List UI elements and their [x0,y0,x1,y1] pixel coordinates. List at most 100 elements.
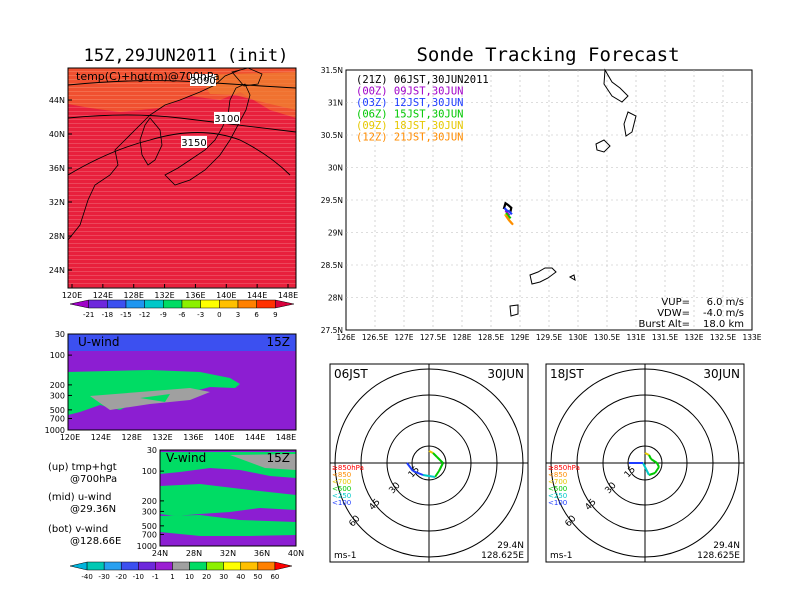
hodograph-trace [422,474,436,478]
colorbar-label: 9 [273,311,277,319]
level-label: 200 [142,497,157,506]
wind-colorbar-label: -10 [133,573,144,581]
map-label: temp(C)+hgt(m)@700hPa [76,70,220,83]
island-amami [529,267,557,285]
lon-tick-label: 129E [510,333,529,342]
track-legend-entry: (06Z) 15JST,30JUN [356,109,463,121]
hodograph-trace [648,472,656,476]
contour-line-3 [67,132,291,176]
level-legend-entry: <850 [332,471,351,479]
hodograph-lon: 128.625E [481,551,524,561]
hodograph-lat: 29.4N [713,541,740,551]
lat-tick-label: 32N [220,549,236,558]
colorbar-swatch [237,299,257,309]
note-up-title: (up) tmp+hgt [48,462,117,473]
track-legend-entry: (03Z) 12JST,30JUN [356,97,463,109]
colorbar-swatch [200,299,220,309]
lon-tick-label: 128E [124,291,144,300]
wind-colorbar-swatch [155,561,173,571]
wind-colorbar-label: 30 [219,573,228,581]
lon-tick-label: 133E [742,333,761,342]
level-label: 300 [142,507,157,516]
lon-tick-label: 124E [91,433,111,442]
u-wind-panel: U-wind 15Z [67,333,297,431]
lon-tick-label: 132.5E [710,333,736,342]
lat-tick-label: 24N [152,549,168,558]
island-small [568,274,576,282]
lat-tick-label: 36N [254,549,270,558]
level-legend-entry: <850 [548,471,567,479]
wind-colorbar-label: 10 [185,573,194,581]
level-label: 700 [142,530,157,539]
hodograph-unit: ms-1 [334,551,356,561]
level-legend-entry: <100 [548,499,567,507]
lat-tick-label: 28N [49,232,65,241]
contour-label-3150: 3150 [181,138,206,149]
colorbar-swatch [88,299,108,309]
v-wind-label: V-wind [166,451,206,465]
wind-colorbar-swatch [138,561,156,571]
temperature-map: 3090 3100 3150 temp(C)+hgt(m)@700hPa [67,67,297,289]
lon-tick-label: 120E [62,291,82,300]
note-mid-sub: @29.36N [70,504,116,515]
lat-tick-label: 30.5N [321,131,343,140]
level-label: 500 [142,522,157,531]
island-tanegashima [623,111,637,137]
hodograph-06jst: 1530456006JST30JUN≥850hPa<850<700<500<25… [329,363,529,563]
level-legend-entry: <500 [332,485,351,493]
track-series [502,201,514,226]
right-title: Sonde Tracking Forecast [416,44,679,66]
colorbar-swatch [107,299,127,309]
wind-colorbar-label: -30 [98,573,109,581]
param-label: VDW= [657,308,690,319]
colorbar-swatch [163,299,183,309]
wind-colorbar-swatch [172,561,190,571]
lon-tick-label: 131.5E [652,333,678,342]
hodograph-date: 30JUN [487,367,524,381]
hodograph-trace [436,456,444,464]
note-mid-title: (mid) u-wind [48,492,111,503]
contour-line-2 [67,114,297,133]
level-label: 1000 [137,542,157,551]
u-wind-label: U-wind [78,335,119,349]
wind-colorbar-label: -1 [152,573,159,581]
left-title: 15Z,29JUN2011 (init) [84,46,289,66]
note-up-sub: @700hPa [70,474,117,485]
contour-label-3090: 3090 [190,76,215,87]
wind-colorbar: -40 -30 -20 -10 -1 1 10 20 30 40 50 60 [69,561,293,581]
tracking-map: (21Z) 06JST,30JUN2011(00Z) 09JST,30JUN(0… [345,68,753,331]
lat-tick-label: 28.5N [321,261,343,270]
coastline-asia [67,69,241,241]
lon-tick-label: 140E [214,433,234,442]
v-wind-time: 15Z [267,451,291,465]
wind-colorbar-swatch [257,561,276,571]
lat-tick-label: 36N [49,164,65,173]
v-wind-panel: V-wind 15Z [159,449,297,547]
level-legend-entry: <700 [548,478,567,486]
hodograph-trace [434,470,440,478]
panel-notes: (up) tmp+hgt @700hPa (mid) u-wind @29.36… [48,462,121,547]
track-legend-entry: (21Z) 06JST,30JUN2011 [356,74,489,86]
hodograph-trace [648,454,652,460]
lat-tick-label: 28N [328,294,343,303]
colorbar-swatch [69,299,89,309]
wind-colorbar-label: -40 [81,573,92,581]
wind-colorbar-swatch [223,561,242,571]
lon-tick-label: 128E [122,433,142,442]
wind-colorbar-swatch [274,561,293,571]
tracking-axes: 126E 126.5E 127E 127.5E 128E 128.5E 129E 129.5E… [321,66,762,342]
lon-tick-label: 132E [684,333,703,342]
lat-tick-label: 30N [328,164,343,173]
lon-tick-label: 128.5E [478,333,504,342]
level-label: 300 [50,391,65,400]
level-label: 30 [55,330,65,339]
lon-tick-label: 144E [247,291,267,300]
lon-tick-label: 128E [452,333,471,342]
hodograph-lat: 29.4N [497,541,524,551]
param-label: Burst Alt= [638,319,690,330]
u-wind-time: 15Z [267,335,291,349]
coastline-hokkaido [231,67,263,87]
note-bot-title: (bot) v-wind [48,524,108,535]
